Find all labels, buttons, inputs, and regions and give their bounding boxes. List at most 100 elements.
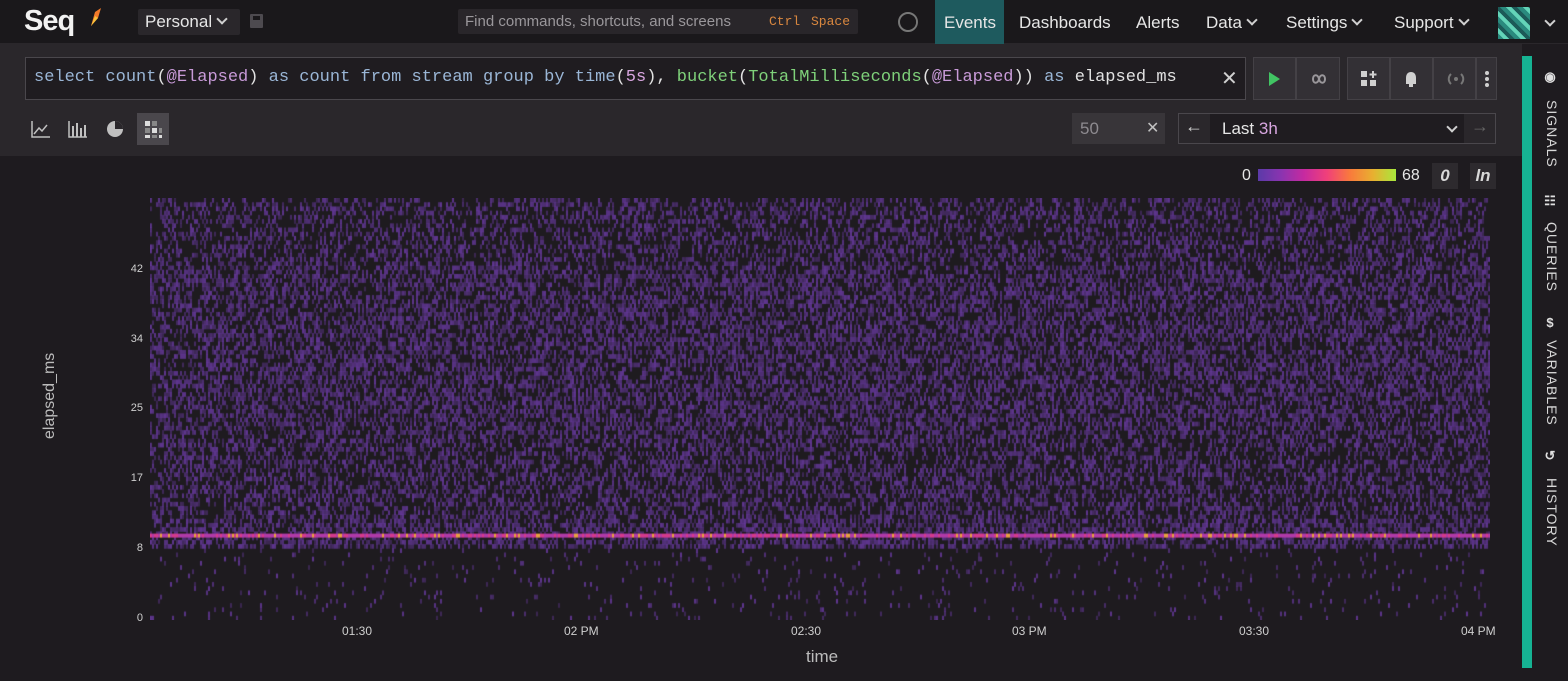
time-range-picker bbox=[1178, 113, 1496, 144]
y-tick-label: 25 bbox=[130, 402, 143, 414]
nav-data-label: Data bbox=[1206, 13, 1242, 32]
color-scale-bar bbox=[1258, 169, 1396, 181]
tail-button[interactable] bbox=[1296, 57, 1340, 100]
x-tick-label: 02 PM bbox=[564, 624, 599, 638]
workspace-selector[interactable]: Personal bbox=[138, 9, 240, 35]
pie-chart-icon[interactable] bbox=[104, 118, 128, 142]
avatar-chevron-down-icon[interactable] bbox=[1544, 15, 1556, 27]
query-token: @Elapsed bbox=[931, 68, 1014, 87]
query-token: by bbox=[544, 68, 575, 87]
range-value: 3h bbox=[1258, 119, 1278, 138]
infinity-icon bbox=[1311, 74, 1327, 84]
variables-icon: $ bbox=[1546, 315, 1554, 330]
command-search-placeholder: Find commands, shortcuts, and screens bbox=[465, 13, 731, 30]
shortcut-key-space: Space bbox=[811, 14, 851, 29]
kebab-icon bbox=[1485, 71, 1489, 87]
query-token: as bbox=[268, 68, 300, 87]
x-tick-label: 04 PM bbox=[1461, 624, 1496, 638]
heatmap-plot[interactable] bbox=[150, 198, 1490, 620]
time-range-select[interactable]: Last 3h bbox=[1210, 114, 1464, 143]
query-token: as bbox=[1044, 68, 1075, 87]
zero-scale-button[interactable]: 0 bbox=[1432, 163, 1458, 189]
dashboard-add-icon bbox=[1361, 71, 1377, 86]
query-token: elapsed_ms bbox=[1074, 68, 1177, 87]
clear-limit-icon[interactable]: ✕ bbox=[1146, 120, 1160, 137]
avatar[interactable] bbox=[1498, 7, 1530, 39]
y-tick-label: 17 bbox=[130, 472, 143, 484]
nav-settings[interactable]: Settings bbox=[1286, 0, 1364, 44]
query-token: 5s bbox=[625, 68, 647, 87]
history-icon: ↺ bbox=[1544, 448, 1556, 463]
query-input[interactable]: select count(@Elapsed) as count from str… bbox=[25, 57, 1246, 100]
y-tick-label: 0 bbox=[136, 612, 143, 624]
clear-query-icon[interactable]: ✕ bbox=[1221, 68, 1238, 90]
legend-max: 68 bbox=[1402, 167, 1420, 184]
query-token: ), bbox=[646, 68, 677, 87]
query-token: group bbox=[482, 68, 545, 87]
y-tick-label: 42 bbox=[130, 263, 143, 275]
run-query-button[interactable] bbox=[1253, 57, 1296, 100]
chevron-down-icon bbox=[1446, 121, 1458, 133]
chevron-down-icon bbox=[216, 13, 228, 25]
nav-alerts[interactable]: Alerts bbox=[1136, 13, 1180, 32]
line-chart-icon[interactable] bbox=[29, 118, 53, 142]
x-axis-label: time bbox=[806, 647, 839, 666]
broadcast-icon bbox=[1447, 73, 1465, 85]
save-icon[interactable] bbox=[250, 14, 263, 28]
tab-signals[interactable]: SIGNALS bbox=[1544, 100, 1560, 168]
flame-icon bbox=[91, 8, 101, 26]
query-token: count bbox=[299, 68, 361, 87]
nav-events[interactable]: Events bbox=[935, 0, 1004, 44]
range-prefix: Last bbox=[1222, 119, 1259, 138]
query-token: stream bbox=[411, 68, 483, 87]
signals-icon: ◉ bbox=[1544, 69, 1556, 84]
tab-history[interactable]: HISTORY bbox=[1544, 478, 1560, 547]
seq-logo[interactable]: Seq bbox=[24, 5, 75, 37]
nav-dashboards[interactable]: Dashboards bbox=[1019, 13, 1111, 32]
nav-data[interactable]: Data bbox=[1206, 0, 1258, 44]
range-back-button[interactable]: ← bbox=[1185, 116, 1203, 136]
query-token: select bbox=[34, 68, 106, 87]
query-token: )) bbox=[1013, 68, 1045, 87]
query-token: bucket bbox=[676, 68, 739, 87]
tab-variables[interactable]: VARIABLES bbox=[1544, 340, 1560, 426]
query-token: ( bbox=[615, 68, 626, 87]
query-token: from bbox=[360, 68, 412, 87]
range-forward-button[interactable]: → bbox=[1471, 116, 1489, 136]
log-scale-button[interactable]: ln bbox=[1470, 163, 1496, 189]
x-tick-label: 03 PM bbox=[1012, 624, 1047, 638]
shortcut-key-ctrl: Ctrl bbox=[769, 14, 801, 29]
chevron-down-icon bbox=[1246, 14, 1258, 26]
side-panel-accent bbox=[1522, 56, 1532, 668]
nav-settings-label: Settings bbox=[1286, 13, 1348, 32]
workspace-label: Personal bbox=[145, 12, 213, 31]
add-alert-button[interactable] bbox=[1390, 57, 1433, 100]
query-token: ( bbox=[921, 68, 932, 87]
tab-queries[interactable]: QUERIES bbox=[1544, 222, 1560, 293]
y-tick-label: 34 bbox=[130, 333, 143, 345]
queries-icon: ☷ bbox=[1544, 193, 1556, 208]
y-tick-label: 8 bbox=[136, 542, 143, 554]
nav-support[interactable]: Support bbox=[1394, 0, 1470, 44]
nav-support-label: Support bbox=[1394, 13, 1454, 32]
legend-min: 0 bbox=[1242, 167, 1251, 184]
x-tick-label: 01:30 bbox=[342, 624, 373, 638]
x-tick-label: 02:30 bbox=[791, 624, 822, 638]
x-tick-label: 03:30 bbox=[1239, 624, 1270, 638]
limit-input[interactable]: 50 bbox=[1072, 113, 1165, 144]
more-options-button[interactable] bbox=[1476, 57, 1497, 100]
play-icon bbox=[1269, 72, 1280, 86]
query-token: ( bbox=[738, 68, 749, 87]
query-token: time bbox=[574, 68, 616, 87]
add-to-dashboard-button[interactable] bbox=[1347, 57, 1390, 100]
query-token: count bbox=[105, 68, 157, 87]
query-token: TotalMilliseconds bbox=[748, 68, 922, 87]
bar-chart-icon[interactable] bbox=[66, 118, 90, 142]
theme-toggle-icon[interactable] bbox=[898, 12, 918, 32]
heatmap-chart-icon[interactable] bbox=[137, 113, 169, 145]
query-token: ) bbox=[248, 68, 269, 87]
y-axis-label: elapsed_ms bbox=[41, 352, 58, 439]
command-search-input[interactable]: Find commands, shortcuts, and screens Ct… bbox=[458, 9, 858, 34]
signal-button[interactable] bbox=[1433, 57, 1476, 100]
bell-add-icon bbox=[1406, 72, 1416, 87]
